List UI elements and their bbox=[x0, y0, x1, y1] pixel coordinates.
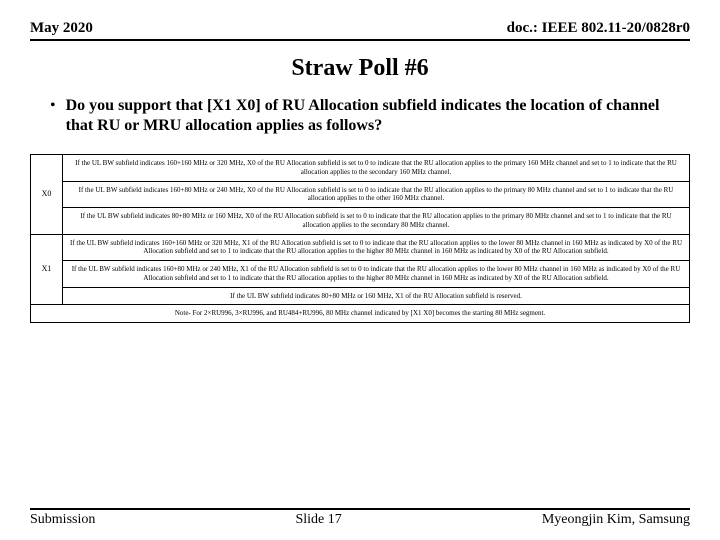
x0-row2: If the UL BW subfield indicates 160+80 M… bbox=[63, 181, 690, 208]
x0-label: X0 bbox=[31, 155, 63, 235]
x1-row3: If the UL BW subfield indicates 80+80 MH… bbox=[63, 287, 690, 305]
footer-center: Slide 17 bbox=[295, 512, 341, 528]
slide-page: May 2020 doc.: IEEE 802.11-20/0828r0 Str… bbox=[0, 0, 720, 540]
footer-right: Myeongjin Kim, Samsung bbox=[542, 512, 690, 528]
x0-row3: If the UL BW subfield indicates 80+80 MH… bbox=[63, 208, 690, 235]
x1-row2: If the UL BW subfield indicates 160+80 M… bbox=[63, 261, 690, 288]
table-row: X0 If the UL BW subfield indicates 160+1… bbox=[31, 155, 690, 182]
x0-row1: If the UL BW subfield indicates 160+160 … bbox=[63, 155, 690, 182]
table-row: If the UL BW subfield indicates 160+80 M… bbox=[31, 261, 690, 288]
x1-row1: If the UL BW subfield indicates 160+160 … bbox=[63, 234, 690, 261]
table-note: Note- For 2×RU996, 3×RU996, and RU484+RU… bbox=[31, 305, 690, 323]
footer-left: Submission bbox=[30, 512, 95, 528]
table-row: Note- For 2×RU996, 3×RU996, and RU484+RU… bbox=[31, 305, 690, 323]
x1-label: X1 bbox=[31, 234, 63, 305]
slide-title: Straw Poll #6 bbox=[30, 55, 690, 82]
table-row: If the UL BW subfield indicates 80+80 MH… bbox=[31, 208, 690, 235]
bullet-icon: • bbox=[50, 96, 56, 136]
table-row: If the UL BW subfield indicates 80+80 MH… bbox=[31, 287, 690, 305]
question-row: • Do you support that [X1 X0] of RU Allo… bbox=[50, 96, 680, 136]
table-row: X1 If the UL BW subfield indicates 160+1… bbox=[31, 234, 690, 261]
question-text: Do you support that [X1 X0] of RU Alloca… bbox=[66, 96, 680, 136]
slide-footer: Submission Slide 17 Myeongjin Kim, Samsu… bbox=[30, 508, 690, 528]
slide-header: May 2020 doc.: IEEE 802.11-20/0828r0 bbox=[30, 20, 690, 41]
table-row: If the UL BW subfield indicates 160+80 M… bbox=[31, 181, 690, 208]
allocation-table: X0 If the UL BW subfield indicates 160+1… bbox=[30, 154, 690, 323]
header-doc-id: doc.: IEEE 802.11-20/0828r0 bbox=[507, 20, 690, 37]
header-date: May 2020 bbox=[30, 20, 93, 37]
